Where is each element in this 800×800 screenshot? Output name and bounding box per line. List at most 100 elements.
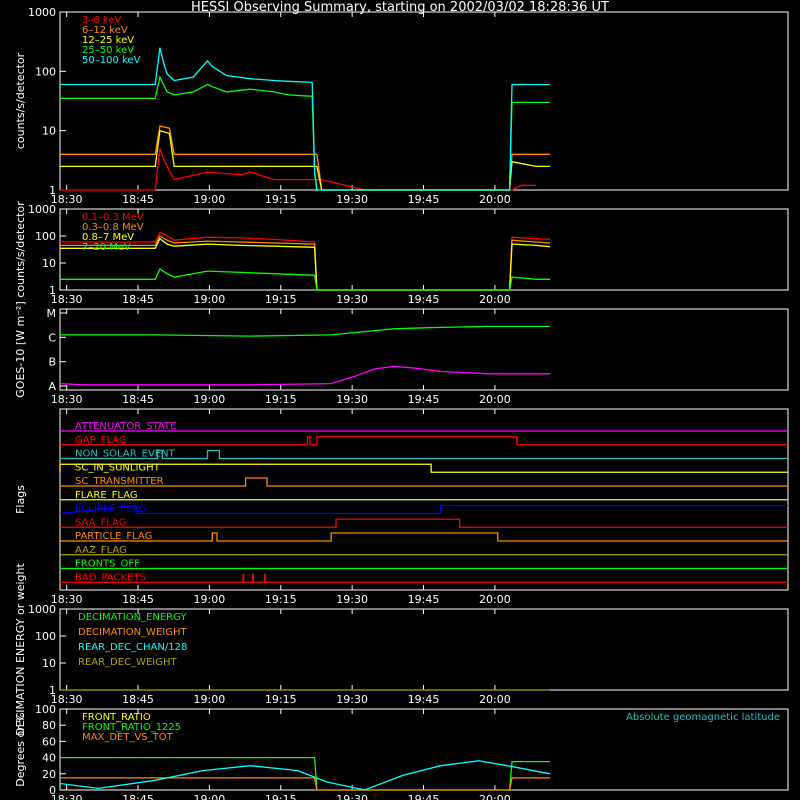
y-tick-label: M: [47, 307, 57, 320]
series-line: [60, 47, 551, 191]
y-axis-label: counts/s/detector: [14, 52, 27, 149]
legend-entry: DECIMATION_WEIGHT: [78, 627, 187, 638]
x-tick-label: 19:45: [408, 693, 440, 706]
flag-line: [60, 518, 788, 528]
series-line: [60, 125, 551, 191]
chart-title: HESSI Observing Summary, starting on 200…: [191, 0, 609, 15]
flag-line: [60, 532, 788, 542]
legend-entry: 3–6 keV: [82, 15, 121, 26]
x-tick-label: 19:15: [265, 293, 297, 306]
flag-line: [59, 463, 788, 473]
flag-label: PARTICLE_FLAG: [75, 531, 152, 542]
legend-entry: 25–50 keV: [82, 45, 134, 56]
y-tick-label: 60: [42, 735, 56, 748]
x-tick-label: 18:45: [122, 593, 154, 606]
flag-label: SAA_FLAG: [75, 517, 126, 528]
x-tick-label: 19:45: [408, 593, 440, 606]
x-tick-label: 19:15: [265, 593, 297, 606]
legend-entry: 0.3–0.8 MeV: [82, 222, 144, 233]
panel-low-energy-rates: 18:30 18:45 19:00 19:15 19:30 19:45 20:00 1 10 10…: [14, 6, 789, 206]
x-tick-label: 19:00: [194, 793, 226, 800]
x-tick-label: 18:45: [122, 193, 154, 206]
x-tick-label: 18:30: [51, 193, 83, 206]
flag-label: GAP_FLAG: [75, 435, 127, 446]
x-tick-label: 18:30: [51, 293, 83, 306]
x-tick-label: 19:00: [194, 593, 226, 606]
y-tick-label: 100: [35, 65, 56, 78]
y-tick-label: 10: [42, 257, 56, 270]
series-line: [59, 365, 551, 386]
y-tick-label: C: [48, 331, 56, 344]
x-tick-label: 18:30: [51, 693, 83, 706]
x-tick-label: 19:45: [408, 293, 440, 306]
legend-entry: REAR_DEC_CHAN/128: [78, 642, 187, 653]
flag-line: [59, 504, 788, 515]
legend-entry: 0.8–7 MeV: [82, 232, 134, 243]
x-tick-label: 19:30: [336, 193, 368, 206]
x-tick-label: 19:30: [336, 793, 368, 800]
x-tick-label: 19:00: [194, 193, 226, 206]
y-axis-label: Flags: [14, 485, 27, 514]
y-tick-label: 20: [42, 768, 56, 781]
y-tick-label: 1: [49, 684, 56, 697]
x-tick-label: 19:15: [265, 693, 297, 706]
y-tick-label: 1: [49, 184, 56, 197]
series-line: [60, 129, 551, 191]
x-tick-label: 20:00: [479, 193, 511, 206]
x-tick-label: 19:30: [336, 693, 368, 706]
y-tick-label: 10: [42, 657, 56, 670]
legend-entry: DECIMATION_ENERGY: [78, 612, 187, 623]
x-tick-label: 19:15: [265, 393, 297, 406]
legend-entry: 50–100 keV: [82, 55, 141, 66]
flag-line: [60, 573, 788, 583]
x-tick-label: 18:30: [51, 793, 83, 800]
x-tick-label: 19:30: [336, 393, 368, 406]
y-tick-label: 100: [35, 630, 56, 643]
y-tick-label: 10: [42, 125, 56, 138]
x-tick-label: 20:00: [479, 693, 511, 706]
y-axis-label: DECIMATION ENERGY or weight: [14, 562, 27, 735]
y-tick-label: A: [48, 380, 56, 393]
y-tick-label: 40: [42, 752, 56, 765]
x-tick-label: 19:00: [194, 393, 226, 406]
panel-frame: [59, 308, 789, 391]
x-tick-label: 19:00: [194, 293, 226, 306]
y-tick-label: 1000: [28, 603, 56, 616]
x-tick-label: 18:45: [122, 293, 154, 306]
x-tick-label: 19:15: [265, 793, 297, 800]
x-tick-label: 19:30: [336, 593, 368, 606]
series-line: [60, 235, 551, 291]
series-line: [60, 237, 551, 291]
series-line: [59, 760, 551, 791]
y-tick-label: 1000: [28, 203, 56, 216]
x-tick-label: 19:15: [265, 193, 297, 206]
y-axis-label: counts/s/detector: [14, 201, 27, 298]
x-tick-label: 19:45: [408, 193, 440, 206]
x-tick-label: 20:00: [479, 393, 511, 406]
y-tick-label: B: [48, 356, 56, 369]
flag-label: ATTENUATOR_STATE: [75, 421, 176, 432]
x-tick-label: 20:00: [479, 593, 511, 606]
y-tick-label: 0: [49, 784, 56, 797]
legend-entry: FRONT_RATIO_1225: [82, 722, 181, 733]
x-tick-label: 18:45: [122, 393, 154, 406]
flag-label: FLARE_FLAG: [75, 490, 138, 501]
x-tick-label: 19:00: [194, 693, 226, 706]
x-tick-label: 19:30: [336, 293, 368, 306]
series-line: [60, 268, 551, 291]
series-line: [60, 777, 551, 791]
flag-label: BAD_PACKETS: [75, 572, 146, 583]
legend-entry: 0.1–0.3 MeV: [82, 212, 144, 223]
x-tick-label: 20:00: [479, 793, 511, 800]
flag-label: AAZ_FLAG: [75, 545, 127, 556]
y-axis-label: GOES-10 [W m⁻²]: [14, 301, 27, 397]
legend-entry: 6–12 keV: [82, 25, 128, 36]
y-tick-label: 100: [35, 703, 56, 716]
x-tick-label: 19:45: [408, 793, 440, 800]
panel-ratios: 18:30 18:45 19:00 19:15 19:30 19:45 20:00 0 20 40…: [14, 703, 789, 800]
y-tick-label: 80: [42, 719, 56, 732]
y-axis-label: Degrees or %: [14, 712, 27, 786]
flag-label: SC_TRANSMITTER: [75, 476, 164, 487]
panel-decimation: 18:30 18:45 19:00 19:15 19:30 19:45 20:00 1 10 10…: [14, 562, 789, 736]
